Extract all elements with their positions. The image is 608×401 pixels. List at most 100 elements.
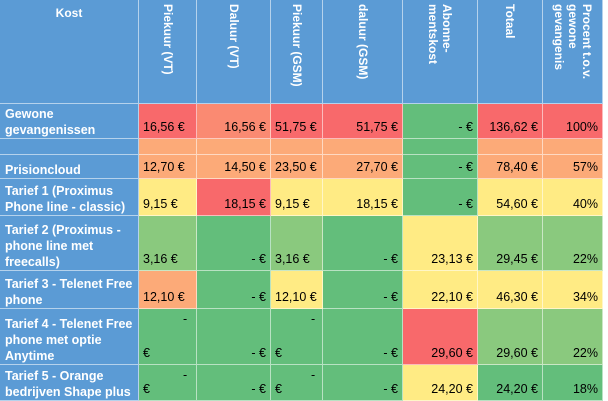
dash-mark: - bbox=[183, 368, 188, 382]
table-cell: 29,45 € bbox=[478, 216, 543, 271]
spacer-cell bbox=[139, 139, 197, 155]
row-label: Tarief 3 - Telenet Free phone bbox=[0, 271, 139, 309]
table-cell: 40% bbox=[543, 179, 603, 216]
cell-value: - € bbox=[458, 160, 473, 174]
table-cell: - € bbox=[197, 216, 271, 271]
table-cell: € - bbox=[271, 309, 323, 365]
cell-value: 24,20 € bbox=[431, 382, 473, 396]
cell-value: - € bbox=[251, 346, 266, 360]
row-label: Gewone gevangenissen bbox=[0, 104, 139, 139]
row-label-text: Tarief 5 - Orange bedrijven Shape plus bbox=[5, 369, 131, 399]
table-cell: 12,10 € bbox=[271, 271, 323, 309]
table-cell: 34% bbox=[543, 271, 603, 309]
cell-value: 57% bbox=[572, 160, 598, 174]
row-label-text: Tarief 4 - Telenet Free phone met optie … bbox=[5, 317, 133, 363]
column-header-label: Piekuur (VT) bbox=[160, 4, 175, 75]
cell-value: 3,16 € bbox=[143, 252, 178, 266]
spacer-cell bbox=[478, 139, 543, 155]
table-cell: 27,70 € bbox=[323, 155, 403, 179]
dash-mark: - bbox=[311, 312, 316, 326]
cell-value: 40% bbox=[572, 197, 598, 211]
table-cell: 46,30 € bbox=[478, 271, 543, 309]
table-cell: 22% bbox=[543, 309, 603, 365]
row-label: Prisioncloud bbox=[0, 155, 139, 179]
table-cell: - € bbox=[403, 155, 478, 179]
row-label-text: Tarief 3 - Telenet Free phone bbox=[5, 277, 133, 307]
row-label: Tarief 2 (Proximus - phone line met free… bbox=[0, 216, 139, 271]
cell-value: 9,15 € bbox=[275, 197, 310, 211]
cell-value: - € bbox=[458, 197, 473, 211]
column-header: Piekuur (VT) bbox=[139, 0, 197, 104]
column-header: Abonne-mentskost bbox=[403, 0, 478, 104]
column-header-label: Kost bbox=[55, 6, 83, 20]
row-label-text: Tarief 1 (Proximus Phone line - classic) bbox=[5, 184, 126, 214]
cell-value: 12,10 € bbox=[275, 290, 317, 304]
table-cell: 3,16 € bbox=[139, 216, 197, 271]
cell-value: € bbox=[143, 346, 150, 360]
spacer-cell bbox=[403, 139, 478, 155]
cell-value: 18% bbox=[572, 382, 598, 396]
column-header-label: Totaal bbox=[503, 4, 517, 39]
spacer-cell bbox=[271, 139, 323, 155]
row-label-text: Gewone gevangenissen bbox=[5, 107, 96, 137]
cell-value: - € bbox=[383, 252, 398, 266]
table-cell: 12,10 € bbox=[139, 271, 197, 309]
table-cell: - € bbox=[403, 104, 478, 139]
table-cell: 14,50 € bbox=[197, 155, 271, 179]
table-cell: - € bbox=[323, 365, 403, 401]
column-header: Kost bbox=[0, 0, 139, 104]
table-cell: 24,20 € bbox=[403, 365, 478, 401]
table-cell: 16,56 € bbox=[139, 104, 197, 139]
cell-value: 9,15 € bbox=[143, 197, 178, 211]
column-header-label: Abonne-mentskost bbox=[426, 4, 454, 65]
row-label-text: Tarief 2 (Proximus - phone line met free… bbox=[5, 223, 121, 269]
table-cell: - € bbox=[323, 216, 403, 271]
dash-mark: - bbox=[183, 312, 188, 326]
spacer-row bbox=[0, 139, 139, 155]
cell-value: 29,60 € bbox=[496, 346, 538, 360]
table-cell: 9,15 € bbox=[271, 179, 323, 216]
cell-value: 3,16 € bbox=[275, 252, 310, 266]
column-header: Procent t.o.v. gewone gevangenis bbox=[543, 0, 603, 104]
table-cell: 24,20 € bbox=[478, 365, 543, 401]
table-cell: - € bbox=[323, 309, 403, 365]
table-cell: - € bbox=[197, 271, 271, 309]
cell-value: € bbox=[275, 382, 282, 396]
cell-value: 51,75 € bbox=[275, 120, 317, 134]
table-cell: 51,75 € bbox=[323, 104, 403, 139]
cell-value: 46,30 € bbox=[496, 290, 538, 304]
right-edge bbox=[603, 0, 608, 401]
cell-value: - € bbox=[383, 346, 398, 360]
column-header-label: Piekuur (GSM) bbox=[289, 4, 304, 87]
table-cell: 51,75 € bbox=[271, 104, 323, 139]
table-cell: 12,70 € bbox=[139, 155, 197, 179]
cell-value: 27,70 € bbox=[356, 160, 398, 174]
table-cell: 100% bbox=[543, 104, 603, 139]
cell-value: 22% bbox=[572, 252, 598, 266]
cell-value: 14,50 € bbox=[224, 160, 266, 174]
table-cell: 18% bbox=[543, 365, 603, 401]
cell-value: - € bbox=[383, 382, 398, 396]
cell-value: € bbox=[143, 382, 150, 396]
cell-value: 24,20 € bbox=[496, 382, 538, 396]
column-header-label: Daluur (VT) bbox=[226, 4, 241, 69]
table-cell: € - bbox=[139, 365, 197, 401]
cell-value: 16,56 € bbox=[224, 120, 266, 134]
table-cell: 23,13 € bbox=[403, 216, 478, 271]
table-cell: 22% bbox=[543, 216, 603, 271]
column-header: daluur (GSM) bbox=[323, 0, 403, 104]
table-cell: - € bbox=[197, 365, 271, 401]
column-header: Totaal bbox=[478, 0, 543, 104]
spacer-cell bbox=[323, 139, 403, 155]
cell-value: 12,10 € bbox=[143, 290, 185, 304]
cell-value: - € bbox=[251, 290, 266, 304]
column-header: Piekuur (GSM) bbox=[271, 0, 323, 104]
cell-value: 78,40 € bbox=[496, 160, 538, 174]
cell-value: - € bbox=[458, 120, 473, 134]
cell-value: 100% bbox=[566, 120, 598, 134]
table-cell: 57% bbox=[543, 155, 603, 179]
table-cell: - € bbox=[197, 309, 271, 365]
row-label: Tarief 4 - Telenet Free phone met optie … bbox=[0, 309, 139, 365]
column-header-label: Procent t.o.v. gewone gevangenis bbox=[551, 4, 594, 80]
